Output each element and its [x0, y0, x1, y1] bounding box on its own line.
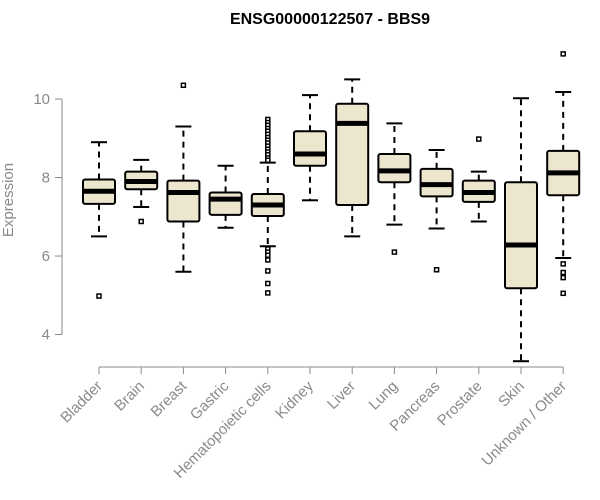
box-bladder — [82, 141, 116, 299]
outlier-point — [265, 257, 271, 263]
outlier-point — [265, 290, 271, 296]
box-skin — [504, 97, 538, 363]
box-gastric — [208, 164, 243, 229]
outlier-point — [560, 290, 566, 297]
box-breast — [166, 82, 201, 273]
outlier-point — [138, 218, 144, 225]
x-category-label: Prostate — [434, 378, 486, 430]
box-hematopoietic-cells — [250, 116, 285, 296]
outlier-point — [560, 269, 566, 276]
outlier-point — [560, 51, 566, 57]
x-category-label: Kidney — [272, 377, 317, 422]
outlier-point — [391, 249, 398, 255]
outlier-point — [476, 136, 482, 142]
y-tick-label: 4 — [42, 327, 50, 344]
outlier-point — [180, 82, 187, 89]
outlier-point — [265, 157, 271, 164]
box-brain — [124, 158, 159, 225]
iqr-box — [504, 181, 538, 290]
boxes-group — [82, 51, 581, 363]
y-tick-label: 10 — [33, 91, 50, 108]
x-category-label: Lung — [366, 378, 402, 414]
box-pancreas — [419, 149, 454, 273]
x-category-label: Liver — [324, 378, 359, 413]
iqr-box — [166, 179, 201, 223]
outlier-point — [433, 267, 440, 273]
x-category-label: Skin — [495, 378, 528, 411]
x-category-label: Brain — [111, 378, 148, 415]
chart-title: ENSG00000122507 - BBS9 — [230, 11, 430, 28]
x-category-label: Bladder — [57, 378, 106, 427]
outlier-point — [265, 252, 271, 258]
box-liver — [335, 78, 370, 238]
y-axis-label: Expression — [0, 163, 17, 237]
y-axis: 4 6 8 10 — [33, 91, 63, 344]
iqr-box — [377, 152, 412, 184]
y-tick-label: 8 — [42, 170, 50, 187]
box-unknown-other — [546, 51, 581, 297]
x-category-label: Breast — [148, 377, 191, 420]
iqr-box — [208, 191, 243, 216]
iqr-box — [293, 130, 327, 167]
box-lung — [377, 122, 412, 255]
outlier-point — [265, 268, 271, 274]
y-tick-label: 6 — [42, 248, 50, 265]
outlier-point — [560, 274, 566, 281]
outlier-point — [265, 280, 271, 287]
outlier-point — [560, 261, 566, 267]
box-kidney — [293, 94, 327, 202]
iqr-box — [335, 102, 370, 206]
box-prostate — [461, 136, 496, 223]
outlier-point — [96, 293, 102, 299]
